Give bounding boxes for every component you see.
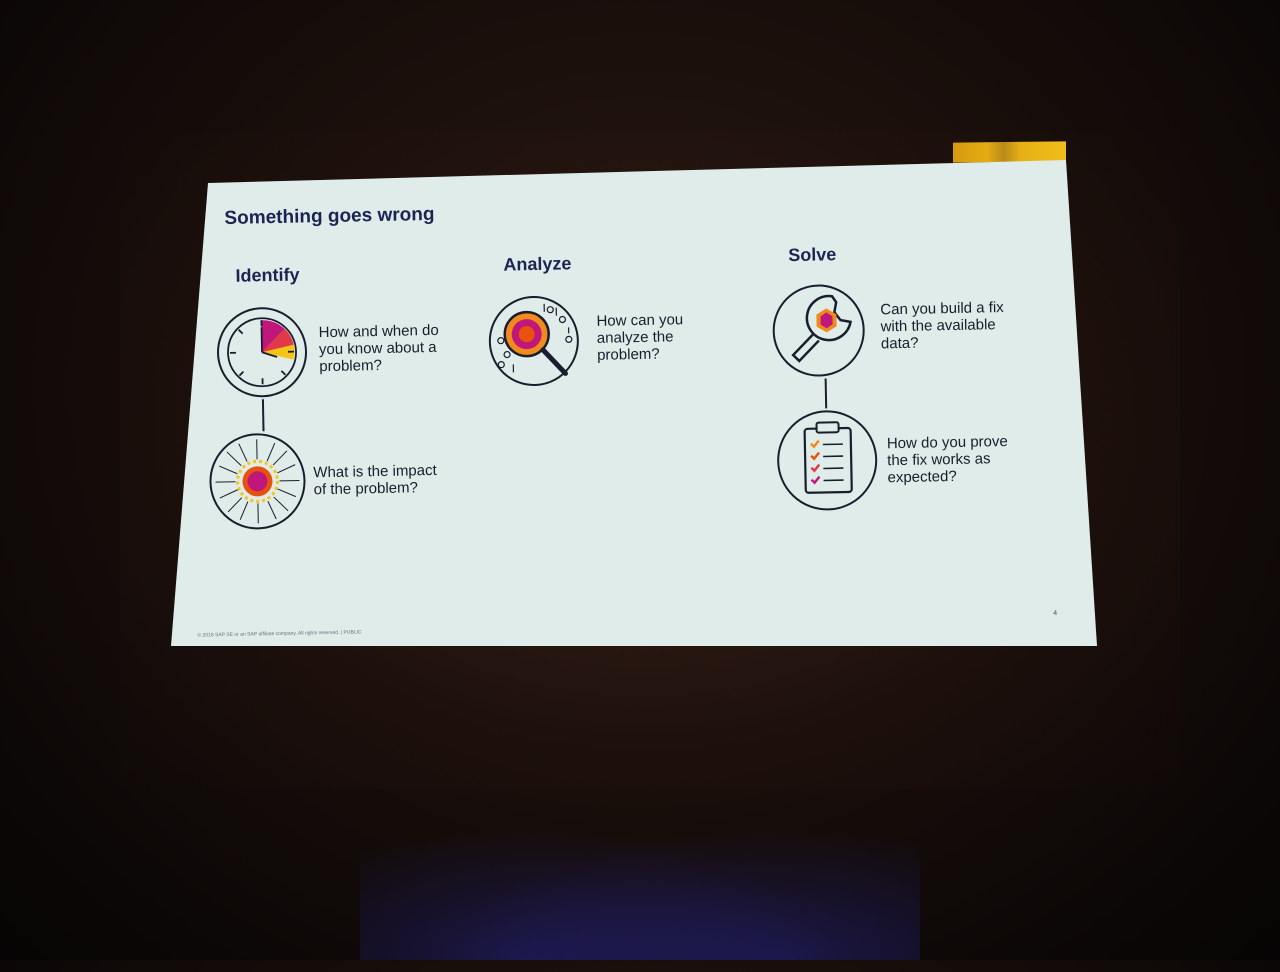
question-identify-when: How and when do you know about a problem… bbox=[318, 322, 439, 375]
section-heading-solve: Solve bbox=[788, 244, 836, 266]
question-analyze: How can you analyze the problem? bbox=[596, 311, 684, 364]
section-heading-analyze: Analyze bbox=[503, 253, 571, 275]
wrench-icon bbox=[770, 282, 868, 385]
question-solve-prove: How do you prove the fix works as expect… bbox=[887, 433, 1009, 486]
slide-title: Something goes wrong bbox=[224, 204, 434, 230]
question-solve-fix: Can you build a fix with the available d… bbox=[880, 299, 1004, 352]
clock-icon bbox=[214, 304, 310, 405]
section-heading-identify: Identify bbox=[235, 265, 299, 287]
slide-page-number: 4 bbox=[1053, 610, 1057, 617]
checklist-icon bbox=[774, 407, 880, 518]
question-identify-impact: What is the impact of the problem? bbox=[313, 462, 437, 498]
explosion-icon bbox=[207, 430, 309, 537]
slide-footer-copyright: © 2018 SAP SE or an SAP affiliate compan… bbox=[197, 629, 361, 638]
magnifier-binary-icon bbox=[486, 293, 582, 394]
